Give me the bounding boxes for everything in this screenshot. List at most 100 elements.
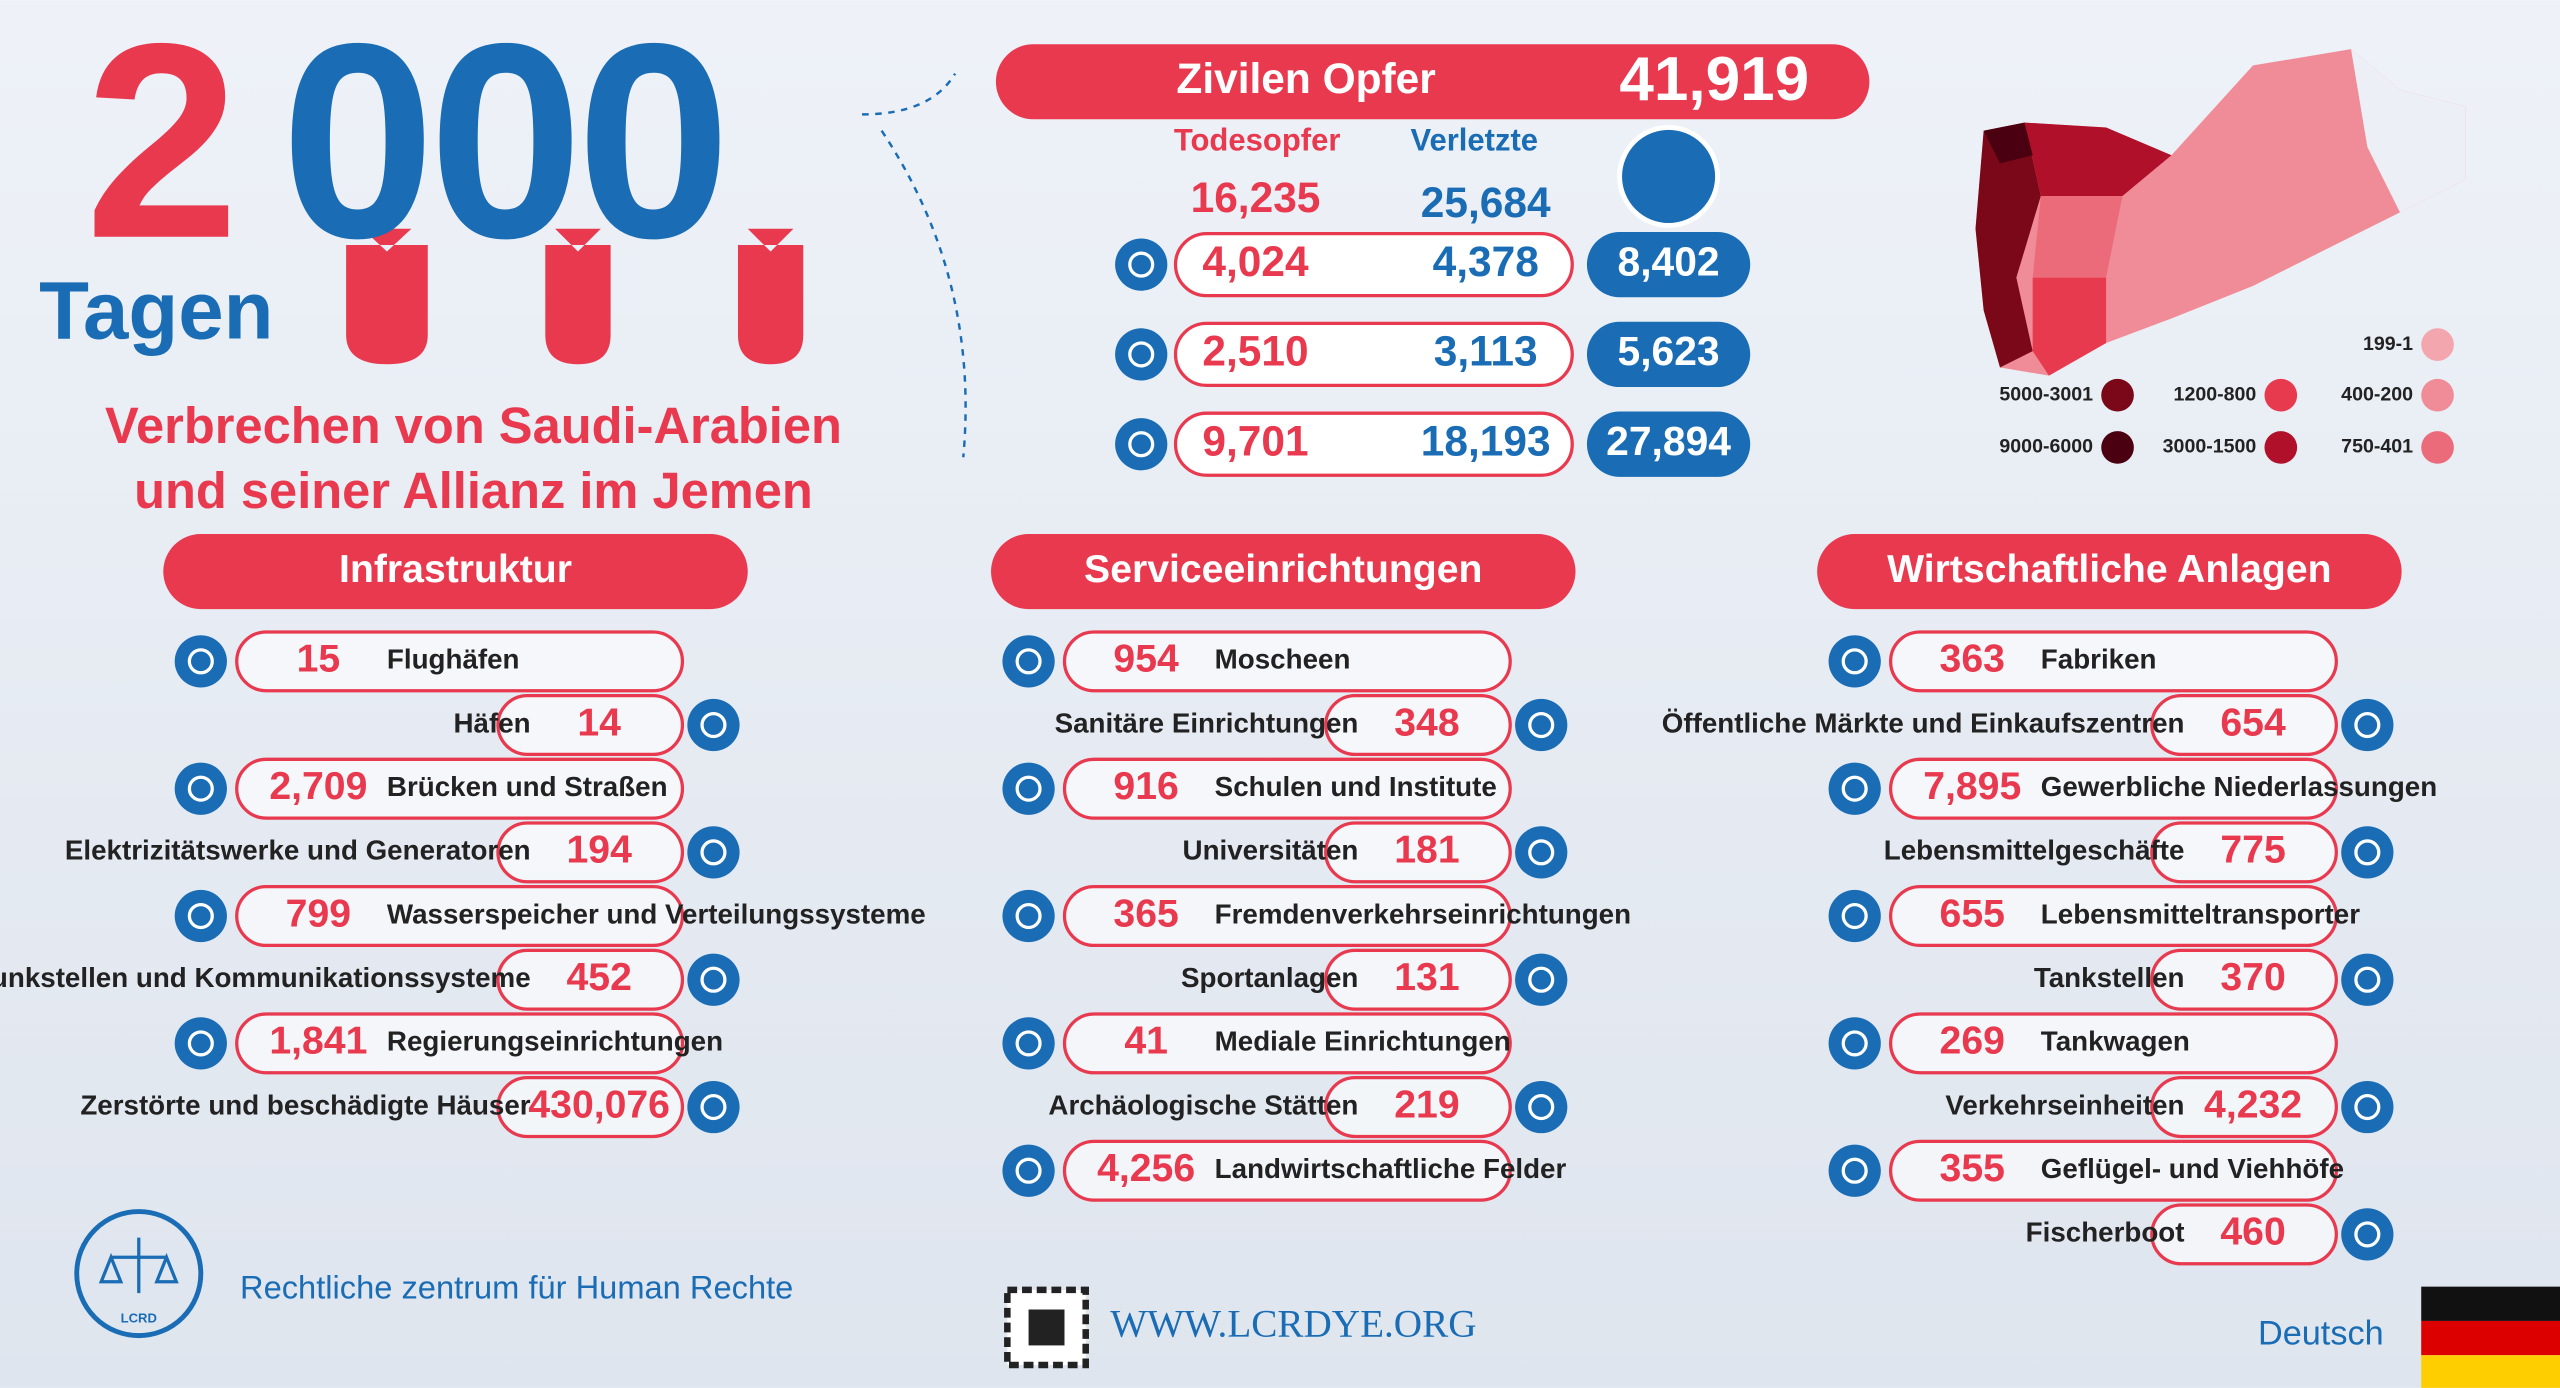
casualty-row-total: 5,623: [1618, 328, 1720, 374]
item-value: 363: [1940, 638, 2005, 681]
org-name: Rechtliche zentrum für Human Rechte: [240, 1269, 793, 1306]
item-value: 181: [1394, 829, 1459, 872]
icon-glyph: [2354, 966, 2381, 993]
icon-glyph: [1841, 648, 1868, 675]
item-value: 194: [567, 829, 633, 872]
section-header: [991, 534, 1576, 610]
item-label: Geflügel- und Viehhöfe: [2041, 1153, 2344, 1184]
map-region: [1983, 122, 2033, 164]
casualty-total-pill: [1586, 411, 1751, 477]
legend-label: 750-401: [2341, 436, 2413, 458]
item-label: Fischerboot: [2026, 1217, 2185, 1248]
icon-glyph: [187, 1030, 214, 1057]
icon: [1828, 635, 1881, 688]
casualty-deaths: 4,024: [1202, 238, 1309, 285]
item-label: Sanitäre Einrichtungen: [1055, 707, 1359, 738]
item-pill: [235, 885, 685, 948]
icon: [2341, 698, 2394, 752]
item-label: Mediale Einrichtungen: [1215, 1026, 1511, 1057]
item-label: Archäologische Stätten: [1048, 1089, 1358, 1120]
item-label: Zerstörte und beschädigte Häuser: [80, 1089, 530, 1120]
casualty-row-total: 27,894: [1606, 418, 1731, 464]
icon: [1002, 635, 1055, 688]
icon-glyph: [700, 966, 727, 993]
item-label: Lebensmitteltransporter: [2041, 898, 2360, 929]
item-value: 799: [286, 892, 351, 935]
item-pill: [1324, 1076, 1512, 1139]
map-region: [2032, 196, 2123, 278]
item-label: Verkehrseinheiten: [1945, 1089, 2184, 1120]
casualty-pill: [1173, 411, 1574, 477]
icon: [174, 889, 227, 943]
item-value: 15: [297, 638, 341, 681]
item-label: Gewerbliche Niederlassungen: [2041, 771, 2437, 802]
logo-text: LCRD: [121, 1311, 157, 1326]
item-pill: [1062, 1139, 1512, 1202]
big-number-first: 2: [85, 0, 239, 296]
item-value: 14: [577, 701, 621, 744]
item-pill: [1062, 630, 1512, 693]
icon-glyph: [1128, 341, 1155, 368]
icon: [1515, 1080, 1568, 1134]
icon: [687, 698, 740, 752]
yemen-map: [1975, 49, 2466, 376]
icon: [687, 826, 740, 879]
injured-total: 25,684: [1421, 179, 1551, 226]
item-pill: [1888, 885, 2338, 948]
legend-swatch: [2421, 328, 2454, 361]
icon-glyph: [1015, 1030, 1042, 1057]
icon: [687, 953, 740, 1006]
casualty-injured: 4,378: [1433, 238, 1539, 285]
icon-glyph: [1528, 966, 1555, 993]
icon-glyph: [2354, 839, 2381, 866]
item-pill: [1324, 694, 1512, 757]
item-pill: [496, 821, 685, 884]
item-label: Elektrizitätswerke und Generatoren: [65, 835, 531, 866]
icon-glyph: [1015, 1157, 1042, 1184]
item-value: 4,232: [2204, 1083, 2302, 1126]
icon: [1115, 418, 1168, 471]
item-value: 460: [2220, 1211, 2285, 1254]
item-label: Funkstellen und Kommunikationssysteme: [0, 962, 531, 993]
item-value: 452: [567, 956, 632, 999]
icon: [2341, 1208, 2394, 1261]
section-title: Infrastruktur: [339, 548, 572, 591]
icon: [1828, 889, 1881, 943]
item-label: Tankstellen: [2034, 962, 2185, 993]
item-value: 4,256: [1097, 1147, 1195, 1190]
item-pill: [1888, 1139, 2338, 1202]
item-label: Lebensmittelgeschäfte: [1884, 835, 2185, 866]
icon: [1828, 1017, 1881, 1070]
item-value: 654: [2220, 701, 2286, 744]
icon-glyph: [1841, 902, 1868, 930]
icon-glyph: [1841, 1157, 1868, 1184]
family-icon: [1617, 125, 1720, 228]
item-pill: [496, 694, 685, 757]
item-value: 775: [2220, 829, 2285, 872]
item-label: Öffentliche Märkte und Einkaufszentren: [1662, 707, 2185, 738]
icon: [1115, 238, 1168, 291]
icon-glyph: [1841, 1030, 1868, 1057]
icon-glyph: [187, 648, 214, 675]
icon: [1002, 1017, 1055, 1070]
flag-stripe: [2421, 1320, 2560, 1356]
item-value: 916: [1113, 765, 1178, 808]
icon-glyph: [700, 1094, 727, 1121]
casualty-injured: 3,113: [1434, 328, 1538, 375]
item-label: Flughäfen: [387, 644, 520, 675]
icon-glyph: [2354, 1094, 2381, 1121]
icon: [1515, 953, 1568, 1006]
big-number-rest: 000: [281, 0, 724, 296]
dashed-arc: [862, 72, 967, 458]
footer: LCRD Rechtliche zentrum für Human Rechte…: [74, 1209, 2560, 1388]
section-header: [163, 534, 748, 610]
item-value: 370: [2220, 956, 2285, 999]
logo-scales: [98, 1237, 179, 1294]
item-value: 269: [1940, 1020, 2005, 1063]
subtitle: und seiner Allianz im Jemen: [134, 462, 813, 519]
item-pill: [235, 757, 685, 820]
legend-swatch: [2421, 378, 2454, 412]
icon: [2341, 1080, 2394, 1134]
casualty-injured: 18,193: [1421, 417, 1551, 464]
